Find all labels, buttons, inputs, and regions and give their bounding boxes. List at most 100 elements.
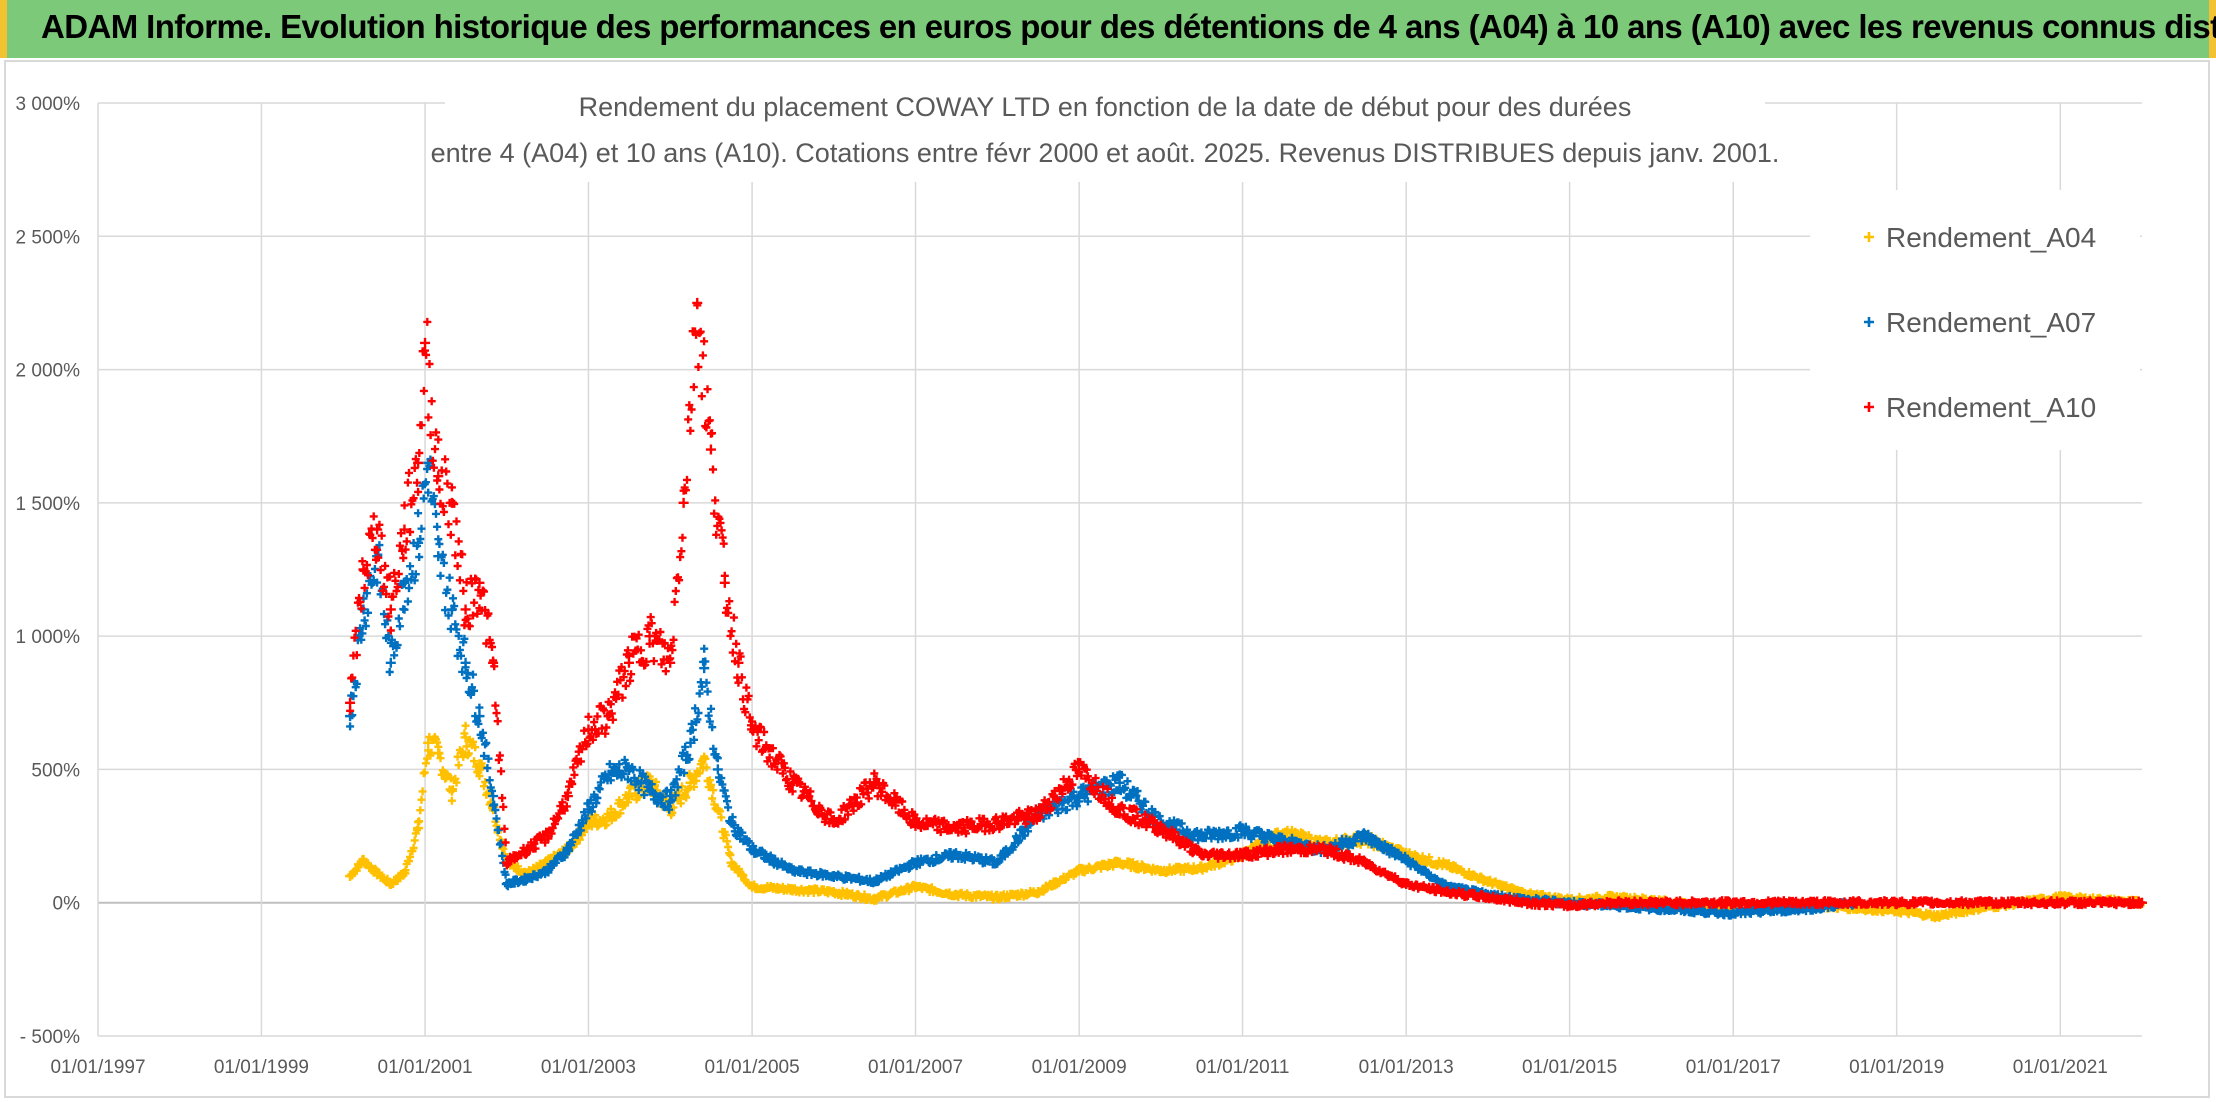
data-point xyxy=(1319,844,1330,855)
data-point xyxy=(460,657,471,668)
y-tick-label: 1 000% xyxy=(16,627,81,648)
x-tick-label: 01/01/2013 xyxy=(1359,1057,1454,1078)
data-point xyxy=(1728,897,1739,908)
data-point xyxy=(446,497,457,508)
data-point xyxy=(1728,908,1739,919)
data-point xyxy=(1032,809,1043,820)
data-point xyxy=(1973,897,1984,908)
data-point xyxy=(488,791,499,802)
y-tick-label: 0% xyxy=(53,894,81,915)
y-tick-label: - 500% xyxy=(20,1027,80,1048)
data-point xyxy=(1196,849,1207,860)
data-point xyxy=(1401,879,1412,890)
data-point xyxy=(2137,897,2147,908)
data-point xyxy=(747,881,758,892)
data-point xyxy=(787,884,798,895)
data-point xyxy=(1482,876,1493,887)
x-tick-label: 01/01/2003 xyxy=(541,1057,636,1078)
data-point xyxy=(501,879,512,890)
data-point xyxy=(1523,897,1534,908)
legend-label: Rendement_A04 xyxy=(1886,222,2096,253)
x-tick-label: 01/01/2001 xyxy=(378,1057,473,1078)
series-Rendement_A07 xyxy=(345,455,1861,920)
data-point xyxy=(433,551,444,562)
data-point xyxy=(542,831,553,842)
y-tick-label: 1 500% xyxy=(16,494,81,515)
x-tick-label: 01/01/2015 xyxy=(1522,1057,1617,1078)
data-point xyxy=(910,817,921,828)
data-point xyxy=(446,785,457,796)
data-point xyxy=(623,764,634,775)
data-point xyxy=(1237,849,1248,860)
data-point xyxy=(460,732,471,743)
data-point xyxy=(399,524,410,535)
data-point xyxy=(678,497,689,508)
data-point xyxy=(1114,804,1125,815)
data-point xyxy=(1360,831,1371,842)
data-point xyxy=(358,855,369,866)
data-point xyxy=(910,857,921,868)
x-tick-label: 01/01/2007 xyxy=(868,1057,963,1078)
data-point xyxy=(603,812,614,823)
x-tick-label: 01/01/2019 xyxy=(1849,1057,1944,1078)
data-point xyxy=(1032,887,1043,898)
data-point xyxy=(992,857,1003,868)
data-point xyxy=(562,844,573,855)
data-point xyxy=(460,604,471,615)
data-point xyxy=(1360,857,1371,868)
data-point xyxy=(828,871,839,882)
data-point xyxy=(413,537,424,548)
data-point xyxy=(1074,764,1085,775)
data-point xyxy=(2095,897,2106,908)
data-point xyxy=(562,791,573,802)
data-point xyxy=(712,804,723,815)
data-point xyxy=(705,444,716,455)
data-point xyxy=(692,297,703,308)
data-point xyxy=(951,849,962,860)
data-point xyxy=(623,657,634,668)
x-tick-label: 01/01/2017 xyxy=(1686,1057,1781,1078)
data-point xyxy=(726,857,737,868)
data-point xyxy=(603,711,614,722)
chart-grid xyxy=(97,102,2142,1037)
data-point xyxy=(644,631,655,642)
data-point xyxy=(385,604,396,615)
data-point xyxy=(413,823,424,834)
data-point xyxy=(1074,791,1085,802)
data-point xyxy=(423,457,434,468)
data-point xyxy=(433,748,444,759)
data-point xyxy=(488,657,499,668)
series-markers xyxy=(346,721,2145,923)
header-banner: ADAM Informe. Evolution historique des p… xyxy=(0,0,2216,58)
x-tick-label: 01/01/1999 xyxy=(214,1057,309,1078)
data-point xyxy=(665,796,676,807)
data-point xyxy=(869,876,880,887)
data-point xyxy=(542,865,553,876)
data-point xyxy=(1074,865,1085,876)
data-point xyxy=(787,777,798,788)
data-point xyxy=(1441,887,1452,898)
data-point xyxy=(372,868,383,879)
data-point xyxy=(1768,897,1779,908)
x-tick-label: 01/01/1997 xyxy=(50,1057,145,1078)
data-point xyxy=(1155,823,1166,834)
legend-label: Rendement_A10 xyxy=(1886,392,2096,423)
series-markers xyxy=(346,301,2145,912)
data-point xyxy=(644,785,655,796)
data-point xyxy=(446,604,457,615)
data-point xyxy=(1155,865,1166,876)
data-point xyxy=(474,577,485,588)
data-point xyxy=(1932,911,1943,922)
data-point xyxy=(399,868,410,879)
data-point xyxy=(828,817,839,828)
legend-marker xyxy=(1864,317,1874,327)
data-point xyxy=(623,791,634,802)
x-tick-label: 01/01/2009 xyxy=(1032,1057,1127,1078)
data-point xyxy=(1196,831,1207,842)
chart-legend: Rendement_A04 Rendement_A07 Rendement_A10 xyxy=(1810,190,2140,450)
data-point xyxy=(474,759,485,770)
data-point xyxy=(992,892,1003,903)
data-point xyxy=(1932,897,1943,908)
x-tick-label: 01/01/2011 xyxy=(1196,1057,1290,1078)
